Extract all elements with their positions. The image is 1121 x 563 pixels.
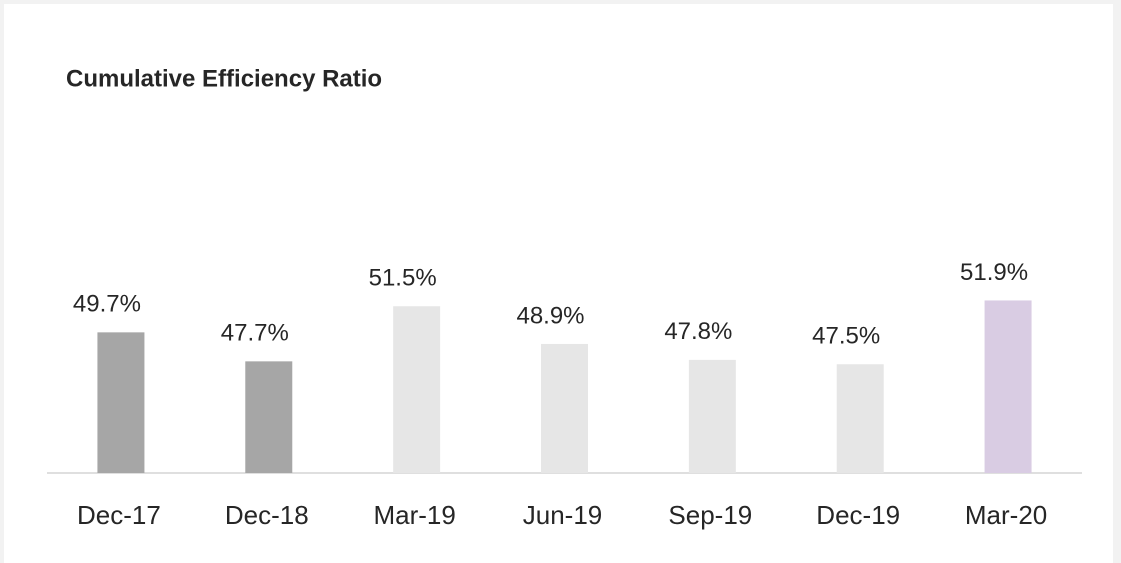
x-tick-label: Mar-19 [373, 500, 455, 530]
chart-title: Cumulative Efficiency Ratio [66, 65, 382, 92]
x-tick-label: Jun-19 [523, 500, 603, 530]
x-tick-label: Dec-17 [77, 500, 161, 530]
value-label: 51.5% [369, 265, 437, 292]
value-label: 47.8% [664, 318, 732, 345]
value-label: 47.5% [812, 323, 880, 350]
bar [393, 306, 441, 473]
x-tick-label: Dec-18 [225, 500, 309, 530]
bar [245, 361, 293, 473]
bar [541, 343, 588, 473]
value-label: 48.9% [516, 302, 584, 329]
bar [97, 332, 145, 473]
x-tick-label: Dec-19 [816, 500, 900, 530]
value-label: 51.9% [960, 259, 1028, 286]
bar [836, 364, 884, 473]
value-label: 49.7% [73, 291, 141, 318]
x-tick-label: Mar-20 [965, 500, 1047, 530]
bar [688, 359, 736, 473]
value-label: 47.7% [221, 320, 289, 347]
x-tick-label: Sep-19 [668, 500, 752, 530]
bar [984, 300, 1032, 473]
